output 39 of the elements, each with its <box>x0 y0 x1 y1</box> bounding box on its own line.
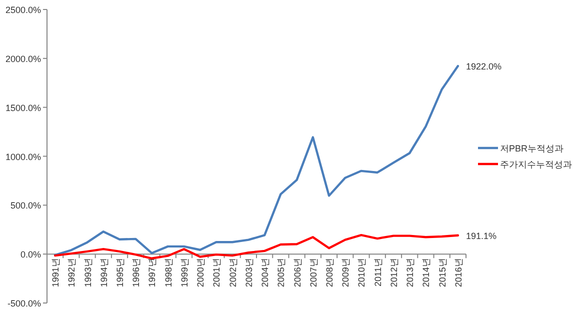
x-tick-label: 2004년 <box>260 258 270 288</box>
y-tick-label: 2500.0% <box>5 5 41 15</box>
x-tick-label: 2016년 <box>453 258 464 288</box>
x-tick-label: 1996년 <box>131 258 142 288</box>
x-tick-label: 2001년 <box>212 258 222 288</box>
x-tick-label: 2011년 <box>372 258 383 286</box>
legend-label: 주가지수누적성과 <box>500 160 572 170</box>
x-tick-label: 1998년 <box>163 258 174 288</box>
x-tick-label: 2012년 <box>388 258 399 288</box>
x-tick-label: 2003년 <box>244 258 254 288</box>
x-tick-label: 2007년 <box>308 258 318 288</box>
x-tick-label: 2009년 <box>340 258 351 288</box>
x-tick-label: 2005년 <box>276 258 286 288</box>
x-tick-label: 2014년 <box>421 258 432 288</box>
y-tick-label: 1000.0% <box>5 152 41 162</box>
x-tick-label: 2013년 <box>405 258 416 288</box>
y-tick-label: -500.0% <box>7 298 41 308</box>
data-label: 1922.0% <box>466 62 502 72</box>
y-tick-label: 1500.0% <box>5 102 41 113</box>
x-tick-label: 2008년 <box>324 258 335 288</box>
line-series <box>54 234 460 260</box>
x-tick-label: 1994년 <box>98 258 109 288</box>
x-tick-label: 1997년 <box>147 258 158 288</box>
x-tick-label: 1992년 <box>66 258 77 288</box>
x-tick-label: 1993년 <box>82 258 93 288</box>
x-tick-label: 2000년 <box>196 258 206 288</box>
y-tick-label: 0.0% <box>20 250 41 260</box>
x-tick-label: 2006년 <box>292 258 302 288</box>
line-series <box>54 64 460 256</box>
x-tick-label: 2002년 <box>228 258 238 288</box>
y-tick-label: 2000.0% <box>5 54 41 64</box>
x-tick-label: 2010년 <box>356 258 367 288</box>
legend-label: 저PBR누적성과 <box>500 144 564 154</box>
x-tick-label: 1995년 <box>115 258 126 288</box>
data-label: 191.1% <box>466 230 496 241</box>
x-tick-label: 1991년 <box>50 258 61 288</box>
x-tick-label: 1999년 <box>179 258 190 288</box>
x-tick-label: 2015년 <box>437 258 448 288</box>
y-tick-label: 500.0% <box>10 200 41 211</box>
